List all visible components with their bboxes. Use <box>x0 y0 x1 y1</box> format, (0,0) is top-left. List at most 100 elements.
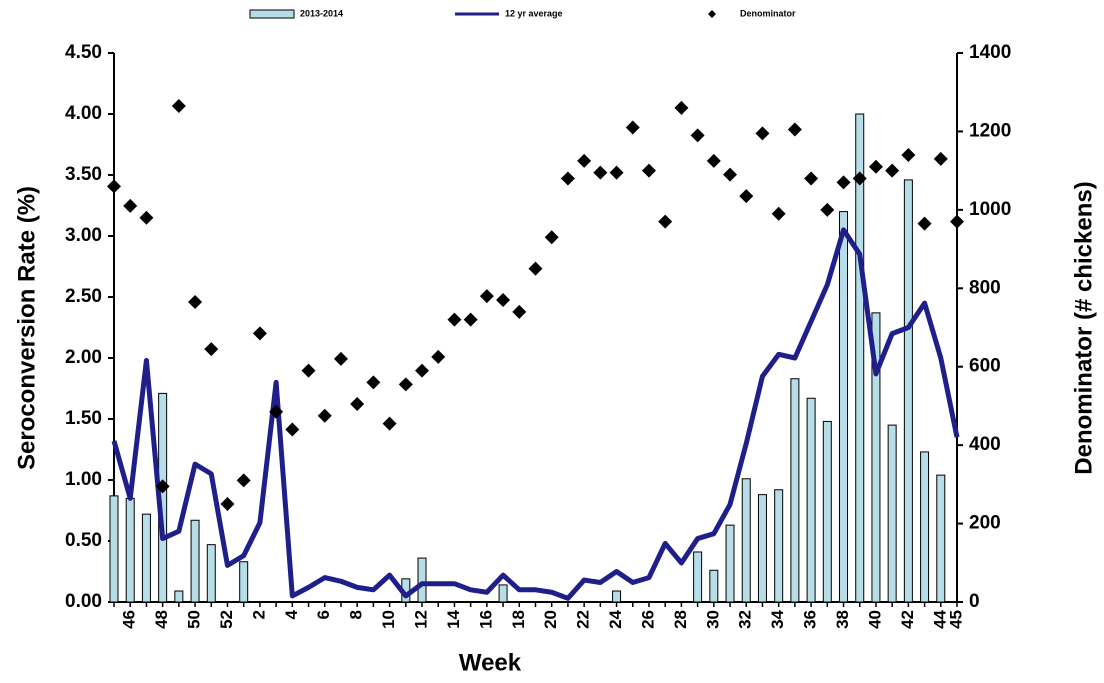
y2-tick-label: 0 <box>969 591 980 612</box>
x-tick-label: 24 <box>606 609 625 628</box>
point <box>641 163 656 178</box>
point <box>917 216 932 231</box>
point <box>804 171 819 186</box>
bar <box>725 524 735 603</box>
point <box>301 363 316 378</box>
bar <box>125 497 135 603</box>
legend-swatch <box>249 9 295 19</box>
point <box>479 289 494 304</box>
point <box>901 147 916 162</box>
point <box>382 416 397 431</box>
bar <box>757 494 767 603</box>
bar <box>693 551 703 603</box>
bar <box>774 489 784 603</box>
bar <box>709 569 719 603</box>
point <box>447 312 462 327</box>
point <box>123 198 138 213</box>
bar <box>871 312 881 603</box>
bar <box>903 179 913 603</box>
point <box>609 165 624 180</box>
y-axis-title: Seroconversion Rate (%) <box>13 186 40 470</box>
x-tick-label: 32 <box>736 610 755 629</box>
y2-tick-label: 1000 <box>969 199 1011 220</box>
point <box>155 479 170 494</box>
point <box>560 171 575 186</box>
bar <box>417 557 427 603</box>
bar <box>206 544 216 603</box>
y-tick-label: 1.00 <box>65 469 102 490</box>
point <box>868 159 883 174</box>
point <box>852 171 867 186</box>
bar <box>190 519 200 603</box>
line <box>111 227 960 601</box>
y2-axis-title: Denominator (# chickens) <box>1070 181 1097 474</box>
point <box>415 363 430 378</box>
bar <box>887 424 897 603</box>
point <box>820 202 835 217</box>
x-tick-label: 52 <box>217 610 236 629</box>
point <box>366 375 381 390</box>
y-tick-label: 4.50 <box>65 42 102 63</box>
point <box>398 377 413 392</box>
point <box>431 349 446 364</box>
bar <box>741 478 751 603</box>
x-tick-label: 46 <box>120 610 139 629</box>
y2-tick-label: 400 <box>969 434 1001 455</box>
point <box>204 342 219 357</box>
x-tick-label: 6 <box>314 610 333 619</box>
x-tick-label: 12 <box>412 610 431 629</box>
bar <box>920 451 930 603</box>
point <box>463 312 478 327</box>
point <box>885 163 900 178</box>
y-tick-label: 3.00 <box>65 225 102 246</box>
point <box>674 100 689 115</box>
point <box>950 214 964 229</box>
x-tick-label: 16 <box>476 610 495 629</box>
y-tick-label: 3.50 <box>65 164 102 185</box>
bar <box>790 378 800 603</box>
point <box>933 151 948 166</box>
y2-tick-label: 200 <box>969 513 1001 534</box>
legend-label: 12 yr average <box>505 8 563 18</box>
y2-tick-label: 600 <box>969 356 1001 377</box>
y-tick-label: 2.00 <box>65 347 102 368</box>
x-tick-label: 4 <box>282 609 301 619</box>
point <box>317 408 332 423</box>
x-tick-label: 14 <box>444 609 463 628</box>
point <box>528 261 543 276</box>
bar <box>822 420 832 603</box>
point <box>755 126 770 141</box>
point <box>236 473 251 488</box>
x-tick-label: 40 <box>865 610 884 629</box>
bar <box>141 513 151 603</box>
x-tick-label: 18 <box>509 610 528 629</box>
point <box>107 179 121 194</box>
point <box>690 128 705 143</box>
x-tick-label: 38 <box>833 610 852 629</box>
point <box>252 326 267 341</box>
point <box>658 214 673 229</box>
point <box>285 422 300 437</box>
x-tick-label: 26 <box>638 610 657 629</box>
point <box>625 120 640 135</box>
point <box>593 165 608 180</box>
point <box>512 304 527 319</box>
y-tick-label: 1.50 <box>65 408 102 429</box>
bar <box>839 211 849 603</box>
y-tick-label: 4.00 <box>65 103 102 124</box>
x-axis-title: Week <box>459 649 522 676</box>
point <box>350 396 365 411</box>
y2-tick-label: 800 <box>969 277 1001 298</box>
x-tick-label: 45 <box>946 610 965 629</box>
bar <box>855 113 865 603</box>
point <box>771 206 786 221</box>
x-tick-label: 44 <box>930 609 949 628</box>
point <box>188 295 203 310</box>
bar <box>806 397 816 603</box>
x-tick-label: 50 <box>185 610 204 629</box>
bar <box>612 590 622 603</box>
point <box>787 122 802 137</box>
x-tick-label: 28 <box>671 610 690 629</box>
y2-tick-label: 1400 <box>969 42 1011 63</box>
point <box>333 351 348 366</box>
